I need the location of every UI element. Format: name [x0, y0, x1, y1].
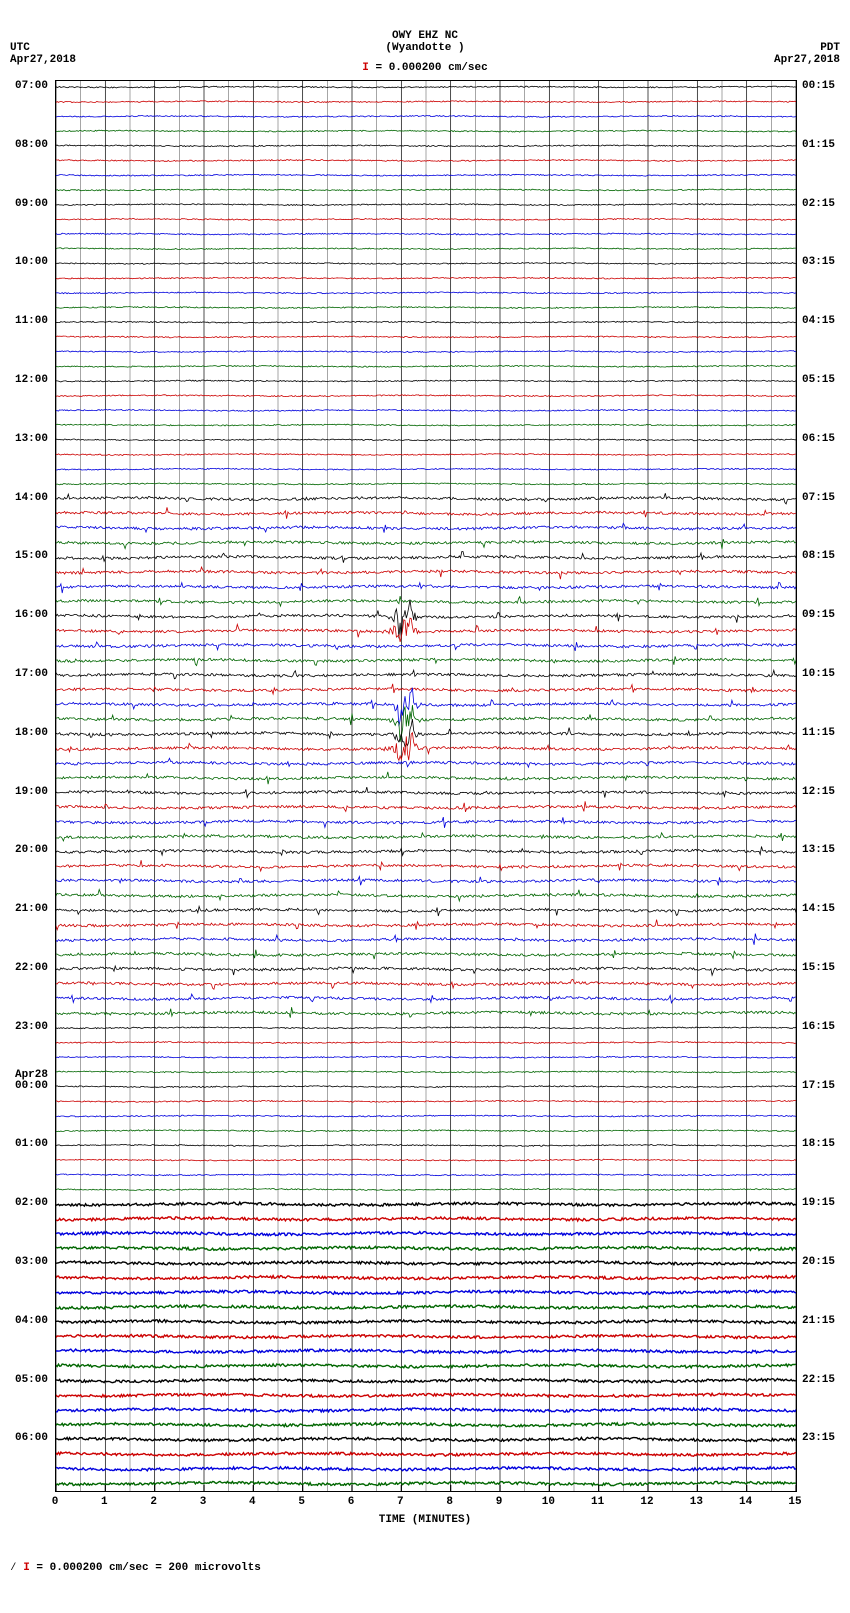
tz-right-date: Apr27,2018 — [774, 54, 840, 66]
x-tick: 6 — [348, 1496, 355, 1508]
hour-label: 19:15 — [802, 1197, 835, 1209]
hour-label: 15:15 — [802, 962, 835, 974]
hour-label: 07:00 — [15, 80, 48, 92]
footer-glyph: I — [23, 1562, 30, 1574]
hour-label: 21:15 — [802, 1315, 835, 1327]
hour-label: 00:00 — [15, 1080, 48, 1092]
hour-label: 20:15 — [802, 1256, 835, 1268]
hour-label: 14:00 — [15, 492, 48, 504]
hour-label: 03:00 — [15, 1256, 48, 1268]
hour-label: 13:00 — [15, 433, 48, 445]
hour-label: 18:15 — [802, 1138, 835, 1150]
hour-label: 01:00 — [15, 1138, 48, 1150]
hour-label: 17:00 — [15, 668, 48, 680]
hour-label: 10:15 — [802, 668, 835, 680]
title-block: OWY EHZ NC (Wyandotte ) — [0, 30, 850, 54]
x-tick: 0 — [52, 1496, 59, 1508]
hour-label: 22:00 — [15, 962, 48, 974]
footer-text: = 0.000200 cm/sec = 200 microvolts — [30, 1562, 261, 1574]
hour-label: 20:00 — [15, 844, 48, 856]
hour-label: 04:15 — [802, 315, 835, 327]
hour-label: 18:00 — [15, 727, 48, 739]
x-tick: 1 — [101, 1496, 108, 1508]
hour-label: 10:00 — [15, 256, 48, 268]
hour-label: 17:15 — [802, 1080, 835, 1092]
x-tick: 8 — [446, 1496, 453, 1508]
helicorder-plot — [55, 80, 797, 1492]
x-axis: TIME (MINUTES) 0123456789101112131415 — [55, 1492, 795, 1532]
station-id: OWY EHZ NC — [0, 30, 850, 42]
hour-label: 16:00 — [15, 609, 48, 621]
tz-right-name: PDT — [774, 42, 840, 54]
hour-label: 06:15 — [802, 433, 835, 445]
hour-label: 22:15 — [802, 1374, 835, 1386]
x-tick: 10 — [542, 1496, 555, 1508]
x-tick: 9 — [496, 1496, 503, 1508]
hour-label: 05:00 — [15, 1374, 48, 1386]
x-tick: 2 — [150, 1496, 157, 1508]
hour-label: 06:00 — [15, 1432, 48, 1444]
hour-label: 23:00 — [15, 1021, 48, 1033]
hour-label: 13:15 — [802, 844, 835, 856]
footer-scale: ⁄ I = 0.000200 cm/sec = 200 microvolts — [10, 1562, 850, 1574]
hour-label: 07:15 — [802, 492, 835, 504]
header: UTC Apr27,2018 OWY EHZ NC (Wyandotte ) I… — [0, 0, 850, 80]
hour-label: 01:15 — [802, 139, 835, 151]
x-tick: 14 — [739, 1496, 752, 1508]
x-tick: 13 — [690, 1496, 703, 1508]
scale-glyph: I — [362, 62, 369, 74]
x-tick: 4 — [249, 1496, 256, 1508]
x-tick: 15 — [788, 1496, 801, 1508]
hour-label: 08:15 — [802, 550, 835, 562]
hour-label: 04:00 — [15, 1315, 48, 1327]
hour-label: 23:15 — [802, 1432, 835, 1444]
x-tick: 5 — [298, 1496, 305, 1508]
hour-label: 08:00 — [15, 139, 48, 151]
seismogram-page: UTC Apr27,2018 OWY EHZ NC (Wyandotte ) I… — [0, 0, 850, 1574]
hour-label: 02:00 — [15, 1197, 48, 1209]
footer-prefix: ⁄ — [10, 1562, 23, 1574]
scale-text: = 0.000200 cm/sec — [369, 62, 488, 74]
tz-right-block: PDT Apr27,2018 — [774, 42, 840, 66]
station-name: (Wyandotte ) — [0, 42, 850, 54]
helicorder-svg — [56, 81, 796, 1491]
hour-label: 21:00 — [15, 903, 48, 915]
hour-label: 00:15 — [802, 80, 835, 92]
hour-label: 11:15 — [802, 727, 835, 739]
x-tick: 3 — [200, 1496, 207, 1508]
x-tick: 11 — [591, 1496, 604, 1508]
scale-indicator: I = 0.000200 cm/sec — [0, 62, 850, 74]
hour-label: 19:00 — [15, 786, 48, 798]
hour-label: 12:15 — [802, 786, 835, 798]
hour-label: 09:00 — [15, 198, 48, 210]
hour-label: 12:00 — [15, 374, 48, 386]
hour-label: 05:15 — [802, 374, 835, 386]
x-tick: 12 — [640, 1496, 653, 1508]
hour-label: 03:15 — [802, 256, 835, 268]
hour-label: 09:15 — [802, 609, 835, 621]
hour-label: 11:00 — [15, 315, 48, 327]
x-tick: 7 — [397, 1496, 404, 1508]
hour-label: 15:00 — [15, 550, 48, 562]
x-axis-label: TIME (MINUTES) — [379, 1514, 471, 1526]
hour-label: 14:15 — [802, 903, 835, 915]
hour-label: 16:15 — [802, 1021, 835, 1033]
hour-label: 02:15 — [802, 198, 835, 210]
